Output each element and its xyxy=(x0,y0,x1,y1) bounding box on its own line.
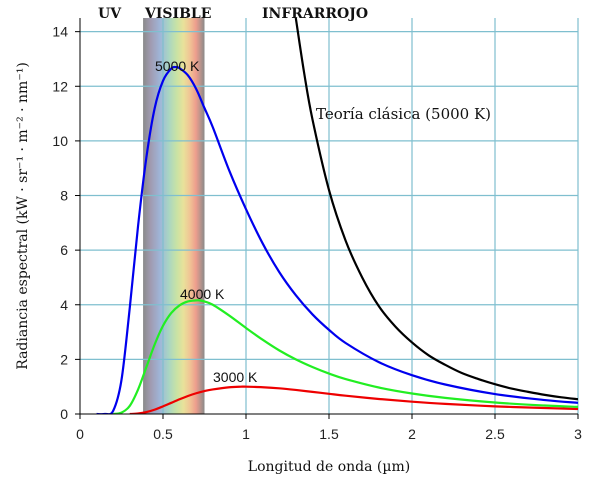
y-tick-label: 0 xyxy=(60,406,68,422)
axis-ticks: 0 0.5 1 1.5 2 2.5 3 0 2 4 6 8 10 12 14 xyxy=(52,24,582,442)
y-tick-label: 8 xyxy=(60,188,68,204)
x-tick-label: 0 xyxy=(76,426,84,442)
x-tick-label: 3 xyxy=(574,426,582,442)
visible-spectrum-band xyxy=(143,18,205,414)
y-tick-label: 14 xyxy=(52,24,68,40)
series-line-5000-k xyxy=(96,65,578,414)
y-tick-label: 10 xyxy=(52,133,68,149)
x-tick-label: 2.5 xyxy=(485,426,505,442)
band-label-uv: UV xyxy=(98,6,122,22)
x-tick-label: 2 xyxy=(408,426,416,442)
y-tick-label: 4 xyxy=(60,297,68,313)
y-axis-label: Radiancia espectral (kW · sr⁻¹ · m⁻² · n… xyxy=(15,62,31,370)
x-tick-label: 0.5 xyxy=(153,426,173,442)
series-line-3000-k xyxy=(129,385,578,414)
band-label-infrared: INFRARROJO xyxy=(262,6,368,22)
x-tick-label: 1.5 xyxy=(319,426,339,442)
y-tick-label: 12 xyxy=(52,78,68,94)
x-axis-label: Longitud de onda (µm) xyxy=(248,459,410,475)
curves xyxy=(96,18,578,414)
x-tick-label: 1 xyxy=(242,426,250,442)
grid-lines xyxy=(80,18,579,414)
y-tick-label: 2 xyxy=(60,351,68,367)
y-tick-label: 6 xyxy=(60,242,68,258)
series-label-4000k: 4000 K xyxy=(180,286,225,302)
series-label-5000k: 5000 K xyxy=(155,58,200,74)
series-label-3000k: 3000 K xyxy=(213,369,258,385)
series-line-4000-k xyxy=(113,299,578,414)
band-label-visible: VISIBLE xyxy=(144,6,211,22)
series-line-teor-a-cl-sica-5000-k xyxy=(294,18,578,401)
series-label-classical: Teoría clásica (5000 K) xyxy=(316,105,491,123)
